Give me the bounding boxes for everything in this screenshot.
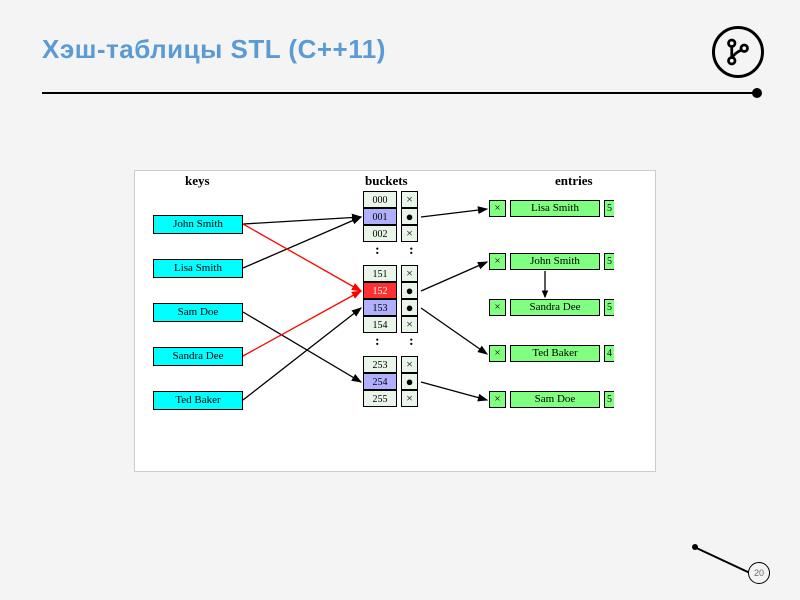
slide-title: Хэш-таблицы STL (C++11) <box>42 34 386 65</box>
column-header-entries: entries <box>555 173 593 189</box>
entry-value: 4 <box>604 345 614 362</box>
bucket-pointer: ● <box>401 282 418 299</box>
entry-name: Sam Doe <box>510 391 600 408</box>
bucket-id: 153 <box>363 299 397 316</box>
bucket-row: 154× <box>363 316 418 333</box>
entry-value: 5 <box>604 200 614 217</box>
bucket-id: 152 <box>363 282 397 299</box>
bucket-id: 002 <box>363 225 397 242</box>
bucket-id: 253 <box>363 356 397 373</box>
bucket-row: 152● <box>363 282 418 299</box>
column-header-keys: keys <box>185 173 210 189</box>
entry-value: 5 <box>604 299 614 316</box>
key-box: Sam Doe <box>153 303 243 322</box>
entry-row: ×Sandra Dee5 <box>489 299 614 316</box>
bucket-row: 254● <box>363 373 418 390</box>
bucket-id: 255 <box>363 390 397 407</box>
entry-row: ×Sam Doe5 <box>489 391 614 408</box>
ellipsis-dots: : <box>409 334 414 350</box>
entry-name: Lisa Smith <box>510 200 600 217</box>
key-box: Lisa Smith <box>153 259 243 278</box>
bucket-row: 002× <box>363 225 418 242</box>
bucket-pointer: × <box>401 225 418 242</box>
bucket-id: 151 <box>363 265 397 282</box>
bucket-pointer: ● <box>401 373 418 390</box>
entry-row: ×Lisa Smith5 <box>489 200 614 217</box>
bucket-pointer: × <box>401 356 418 373</box>
hash-table-diagram: keys buckets entries John Smith Lisa Smith Sa… <box>134 170 656 472</box>
key-box: John Smith <box>153 215 243 234</box>
column-header-buckets: buckets <box>365 173 408 189</box>
bucket-pointer: × <box>401 265 418 282</box>
entry-value: 5 <box>604 253 614 270</box>
git-branch-icon <box>712 26 764 78</box>
bucket-pointer: ● <box>401 299 418 316</box>
page-number: 20 <box>748 562 770 584</box>
bucket-id: 254 <box>363 373 397 390</box>
key-box: Sandra Dee <box>153 347 243 366</box>
bucket-pointer: × <box>401 191 418 208</box>
entry-value: 5 <box>604 391 614 408</box>
entry-prev: × <box>489 200 506 217</box>
bucket-row: 000× <box>363 191 418 208</box>
bucket-id: 001 <box>363 208 397 225</box>
bucket-id: 154 <box>363 316 397 333</box>
entry-row: ×Ted Baker4 <box>489 345 614 362</box>
bucket-row: 253× <box>363 356 418 373</box>
entry-prev: × <box>489 391 506 408</box>
footer-decoration-dot <box>692 544 698 550</box>
title-rule <box>42 92 758 94</box>
ellipsis-dots: : <box>409 243 414 259</box>
bucket-pointer: × <box>401 390 418 407</box>
entry-name: John Smith <box>510 253 600 270</box>
bucket-row: 255× <box>363 390 418 407</box>
bucket-id: 000 <box>363 191 397 208</box>
entry-prev: × <box>489 253 506 270</box>
footer-decoration-line <box>695 547 750 574</box>
entry-prev: × <box>489 299 506 316</box>
bucket-pointer: ● <box>401 208 418 225</box>
bucket-row: 153● <box>363 299 418 316</box>
bucket-row: 151× <box>363 265 418 282</box>
bucket-row: 001● <box>363 208 418 225</box>
title-rule-dot <box>752 88 762 98</box>
key-box: Ted Baker <box>153 391 243 410</box>
entry-name: Ted Baker <box>510 345 600 362</box>
entry-prev: × <box>489 345 506 362</box>
bucket-pointer: × <box>401 316 418 333</box>
entry-row: ×John Smith5 <box>489 253 614 270</box>
entry-name: Sandra Dee <box>510 299 600 316</box>
slide: Хэш-таблицы STL (C++11) keys buckets entri… <box>0 0 800 600</box>
ellipsis-dots: : <box>375 334 380 350</box>
ellipsis-dots: : <box>375 243 380 259</box>
